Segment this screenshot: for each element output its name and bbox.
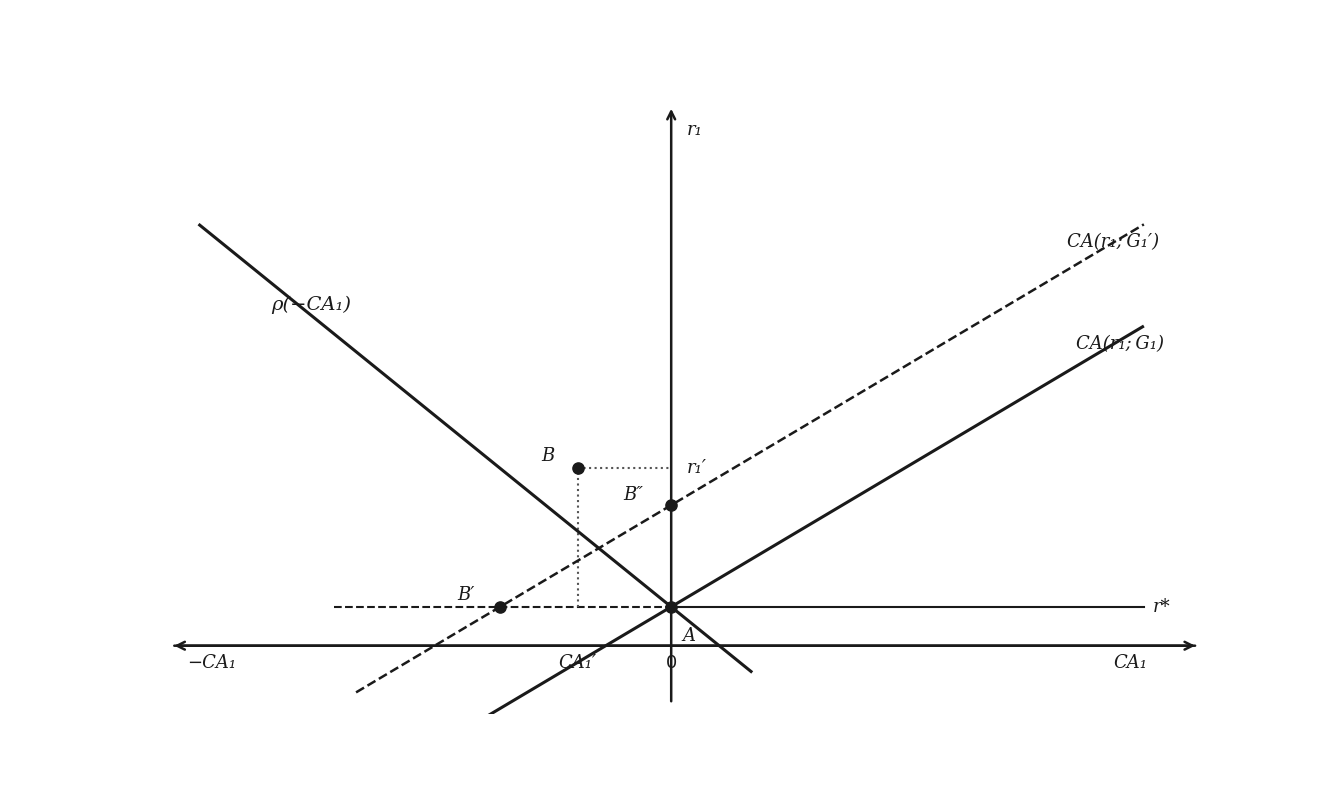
Text: B″: B″ [623, 487, 643, 504]
Text: r*: r* [1153, 597, 1170, 616]
Point [489, 601, 510, 614]
Point [660, 499, 681, 512]
Text: CA(r₁; G₁′): CA(r₁; G₁′) [1067, 233, 1160, 251]
Text: CA₁′: CA₁′ [558, 654, 597, 672]
Text: CA₁: CA₁ [1113, 654, 1148, 672]
Text: r₁′: r₁′ [687, 460, 707, 477]
Point [566, 462, 588, 475]
Text: A: A [683, 627, 696, 645]
Text: B′: B′ [458, 585, 476, 604]
Point [660, 601, 681, 614]
Text: 0: 0 [665, 654, 677, 672]
Text: r₁: r₁ [687, 121, 703, 140]
Text: −CA₁: −CA₁ [187, 654, 236, 672]
Text: ρ(−CA₁): ρ(−CA₁) [271, 296, 351, 314]
Text: B: B [541, 447, 554, 465]
Text: CA(r₁; G₁): CA(r₁; G₁) [1077, 335, 1165, 353]
